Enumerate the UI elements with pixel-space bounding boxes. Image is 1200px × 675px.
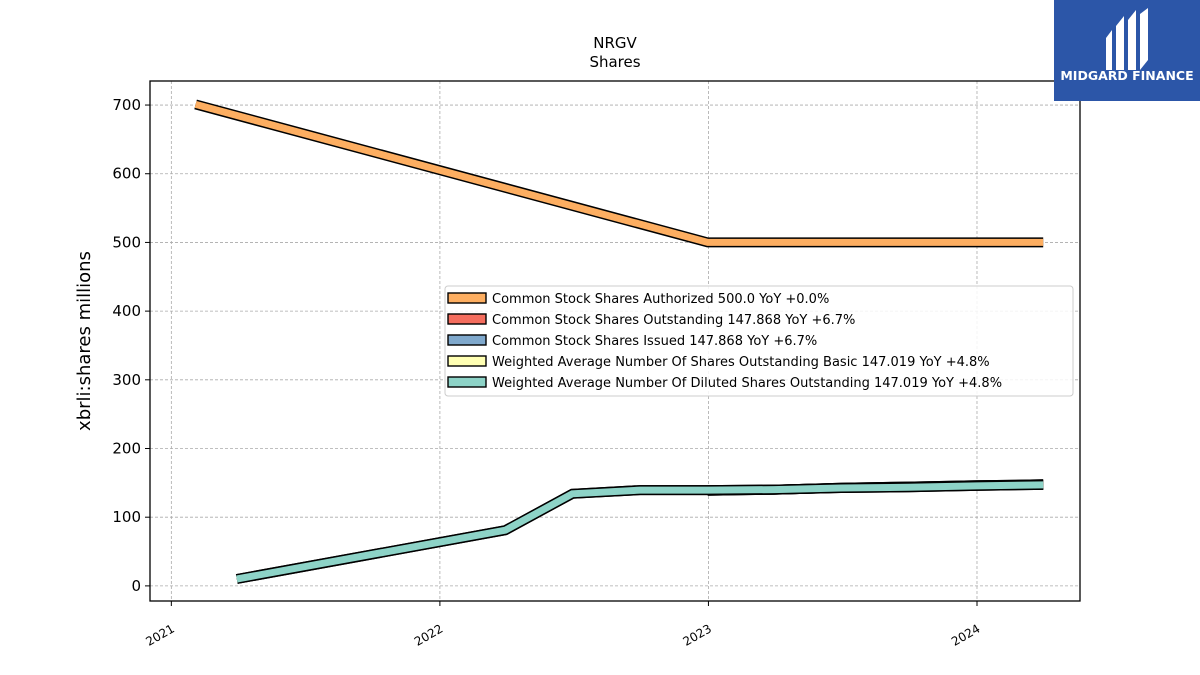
plot-frame: [149, 80, 1081, 602]
legend-box: [444, 285, 1074, 397]
series-line-fill: [236, 481, 1044, 583]
legend-item: Weighted Average Number Of Diluted Share…: [447, 376, 1002, 391]
legend-swatch: [447, 292, 487, 304]
series-line-outline: [235, 479, 1044, 584]
legend-label: Weighted Average Number Of Diluted Share…: [492, 376, 1002, 391]
chart-subtitle: Shares: [589, 53, 640, 71]
x-tick-label: 2022: [412, 621, 445, 648]
y-tick-label: 0: [131, 577, 141, 595]
legend-label: Common Stock Shares Issued 147.868 YoY +…: [492, 334, 817, 349]
y-axis-label: xbrli:shares millions: [74, 251, 95, 431]
legend-item: Common Stock Shares Authorized 500.0 YoY…: [447, 292, 829, 307]
legend-swatch: [447, 376, 487, 388]
midgard-logo-icon: [1106, 8, 1148, 70]
series-line: [194, 99, 1044, 248]
x-axis-ticks: 2021 2022 2023 2024: [143, 601, 982, 649]
y-tick-label: 200: [112, 440, 141, 458]
legend-item: Weighted Average Number Of Shares Outsta…: [447, 355, 990, 370]
series-lines: [194, 99, 1044, 584]
legend-swatch: [447, 313, 487, 325]
midgard-finance-logo: MIDGARD FINANCE: [1054, 0, 1200, 101]
y-tick-label: 600: [112, 165, 141, 183]
x-tick-label: 2021: [143, 621, 176, 648]
series-line: [235, 479, 1044, 584]
chart-title: NRGV: [593, 34, 637, 52]
y-axis-ticks: 0 100 200 300 400 500 600 700: [112, 96, 150, 595]
y-tick-label: 100: [112, 508, 141, 526]
y-tick-label: 300: [112, 371, 141, 389]
series-line: [235, 479, 1044, 584]
series-line-fill: [194, 101, 1044, 246]
legend: Common Stock Shares Authorized 500.0 YoY…: [444, 285, 1074, 397]
y-tick-label: 400: [112, 302, 141, 320]
legend-label: Weighted Average Number Of Shares Outsta…: [492, 355, 990, 370]
series-line-fill: [236, 481, 1044, 583]
legend-item: Common Stock Shares Issued 147.868 YoY +…: [447, 334, 817, 349]
legend-item: Common Stock Shares Outstanding 147.868 …: [447, 313, 855, 328]
x-tick-label: 2023: [680, 621, 713, 648]
legend-label: Common Stock Shares Authorized 500.0 YoY…: [492, 292, 829, 307]
legend-swatch: [447, 334, 487, 346]
y-tick-label: 500: [112, 233, 141, 251]
logo-text: MIDGARD FINANCE: [1060, 68, 1194, 83]
legend-swatch: [447, 355, 487, 367]
legend-label: Common Stock Shares Outstanding 147.868 …: [492, 313, 855, 328]
x-tick-label: 2024: [949, 621, 982, 648]
series-line-outline: [235, 479, 1044, 584]
y-tick-label: 700: [112, 96, 141, 114]
